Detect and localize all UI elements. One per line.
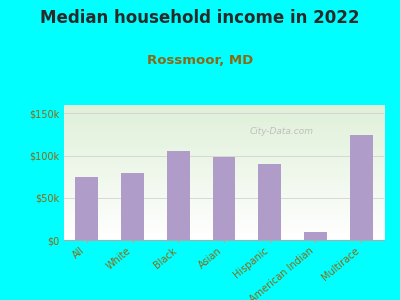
- Text: City-Data.com: City-Data.com: [250, 128, 314, 136]
- Bar: [350, 134, 372, 240]
- Bar: [76, 177, 98, 240]
- Bar: [258, 164, 281, 240]
- Bar: [304, 232, 327, 240]
- Bar: [212, 157, 236, 240]
- Text: Median household income in 2022: Median household income in 2022: [40, 9, 360, 27]
- Bar: [121, 172, 144, 240]
- Text: Rossmoor, MD: Rossmoor, MD: [147, 54, 253, 67]
- Bar: [167, 152, 190, 240]
